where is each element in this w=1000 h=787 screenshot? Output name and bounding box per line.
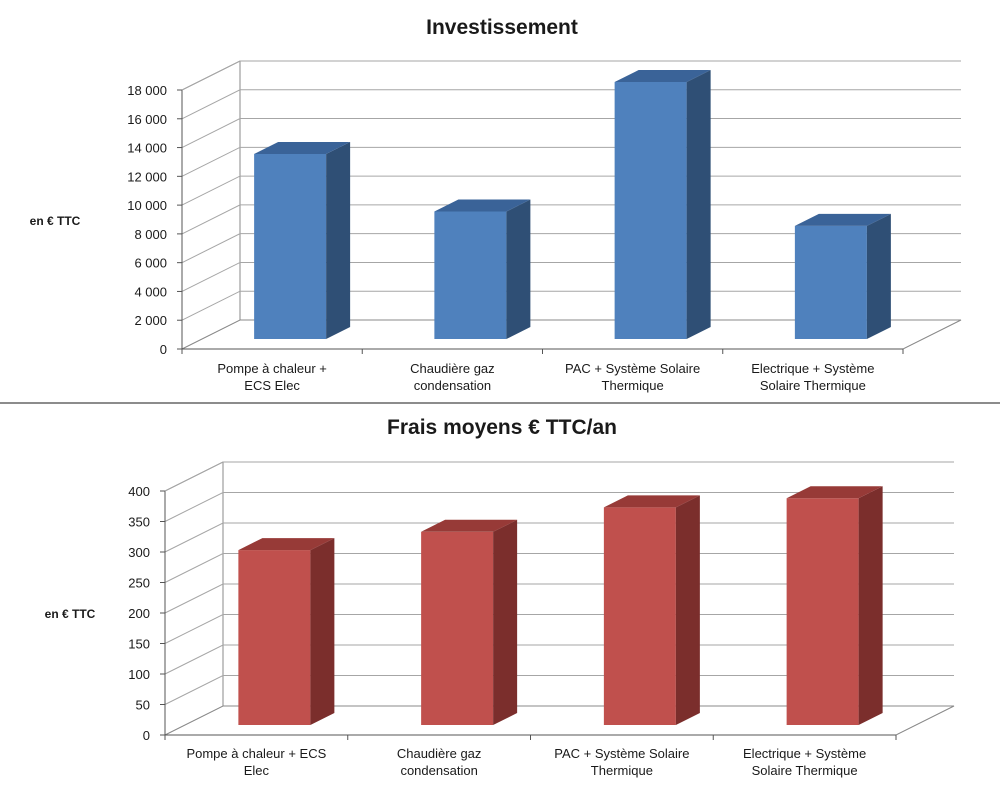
y-tick-label: 2 000 <box>134 313 167 328</box>
gridline <box>181 175 961 206</box>
bar-top-face <box>614 70 711 82</box>
x-category-label: Pompe à chaleur + ECS Elec <box>186 746 326 778</box>
gridline <box>181 60 961 91</box>
bar-side-face <box>310 538 335 725</box>
x-category-label: Electrique + Système Solaire Thermique <box>743 746 866 778</box>
chart-title: Investissement <box>426 16 578 39</box>
bar <box>434 199 531 339</box>
gridline <box>181 233 961 264</box>
y-tick-label: 18 000 <box>127 83 167 98</box>
bar-top-face <box>786 486 883 499</box>
bar-top-face <box>254 141 351 154</box>
gridline <box>164 553 954 583</box>
bar-top-face <box>238 538 335 551</box>
gridline <box>164 644 954 675</box>
left-wall-top-edge <box>181 60 241 91</box>
bar-side-face <box>686 70 711 339</box>
bar-side-face <box>506 199 531 339</box>
x-category-label: PAC + Système Solaire Thermique <box>554 746 689 778</box>
bar-top-face <box>603 495 700 508</box>
gridline <box>164 492 954 522</box>
bar-side-face <box>675 495 700 725</box>
y-tick-label: 300 <box>128 545 150 560</box>
bar <box>794 213 891 339</box>
gridline <box>181 204 961 235</box>
bar-front-face <box>786 498 859 725</box>
y-tick-label: 250 <box>128 576 150 591</box>
gridline <box>181 118 961 149</box>
y-tick-label: 12 000 <box>127 169 167 184</box>
gridline <box>181 261 961 292</box>
y-axis-label: en € TTC <box>30 214 81 228</box>
bar-front-face <box>434 211 507 339</box>
bar <box>238 538 335 725</box>
bar-front-face <box>603 507 676 725</box>
bar-side-face <box>858 486 883 725</box>
gridline <box>164 675 954 705</box>
x-category-label: Chaudière gaz condensation <box>410 361 495 393</box>
gridline <box>164 614 954 644</box>
bar <box>786 486 883 725</box>
bar-front-face <box>614 82 687 339</box>
y-tick-label: 50 <box>136 698 150 713</box>
bar-side-face <box>493 519 518 725</box>
y-tick-label: 14 000 <box>127 141 167 156</box>
y-tick-label: 10 000 <box>127 198 167 213</box>
bar-side-face <box>326 141 351 339</box>
y-axis-label: en € TTC <box>45 607 96 621</box>
bar <box>421 519 518 725</box>
investissement-chart: Investissement 0 2 000 4 000 6 000 8 000 10 00… <box>30 16 962 393</box>
frais-moyens-chart: Frais moyens € TTC/an 0 50 100 150 200 250 300 3… <box>45 416 955 778</box>
y-tick-label: 150 <box>128 637 150 652</box>
gridline <box>164 583 954 614</box>
bar-side-face <box>866 213 891 339</box>
bar-front-face <box>421 531 494 725</box>
bar-front-face <box>794 225 867 339</box>
bar-top-face <box>434 199 531 212</box>
x-category-label: Electrique + Système Solaire Thermique <box>751 361 874 393</box>
bar-top-face <box>794 213 891 226</box>
gridline <box>181 89 961 120</box>
gridline <box>181 290 961 321</box>
x-category-label: Pompe à chaleur + ECS Elec <box>217 361 326 393</box>
chart-title: Frais moyens € TTC/an <box>387 416 617 439</box>
gridline <box>164 522 954 553</box>
y-tick-label: 100 <box>128 667 150 682</box>
y-tick-label: 16 000 <box>127 112 167 127</box>
bar-front-face <box>238 550 311 725</box>
y-tick-label: 6 000 <box>134 256 167 271</box>
y-tick-label: 200 <box>128 606 150 621</box>
y-tick-label: 0 <box>160 342 167 357</box>
gridline <box>181 146 961 177</box>
left-wall-top-edge <box>164 461 224 492</box>
x-category-label: Chaudière gaz condensation <box>397 746 482 778</box>
x-category-label: PAC + Système Solaire Thermique <box>565 361 700 393</box>
y-tick-label: 0 <box>143 728 150 743</box>
bar-front-face <box>254 153 327 339</box>
bar <box>254 141 351 339</box>
bar <box>603 495 700 725</box>
y-tick-label: 8 000 <box>134 227 167 242</box>
y-tick-label: 350 <box>128 515 150 530</box>
y-tick-label: 4 000 <box>134 284 167 299</box>
bar <box>614 70 711 339</box>
bar-top-face <box>421 519 518 532</box>
y-tick-label: 400 <box>128 484 150 499</box>
